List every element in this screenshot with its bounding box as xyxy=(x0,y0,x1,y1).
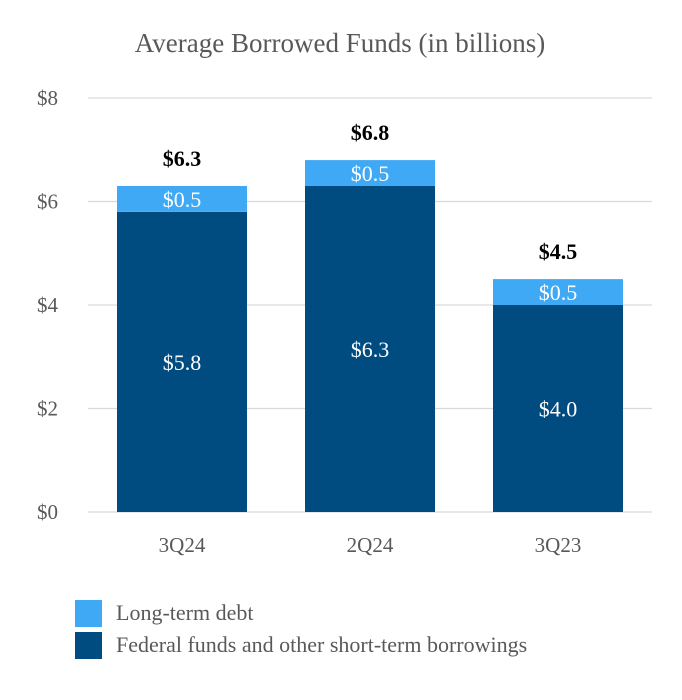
x-tick-label: 3Q23 xyxy=(535,533,582,557)
chart: Average Borrowed Funds (in billions) $0 $… xyxy=(37,28,652,557)
bar-long-term-3q24 xyxy=(117,185,247,212)
data-label-federal: $4.0 xyxy=(539,397,578,422)
bar-long-term-2q24 xyxy=(305,160,435,186)
y-tick-label: $2 xyxy=(37,397,58,421)
total-label: $6.3 xyxy=(163,146,202,171)
data-label-federal: $6.3 xyxy=(351,337,390,362)
data-label-long-term: $0.5 xyxy=(163,187,202,212)
y-tick-label: $6 xyxy=(37,190,58,214)
data-label-federal: $5.8 xyxy=(163,350,202,375)
legend-swatch-long-term-debt xyxy=(75,599,102,627)
legend-swatch-federal-funds xyxy=(75,631,102,659)
y-tick-label: $0 xyxy=(37,500,58,524)
x-tick-label: 3Q24 xyxy=(159,533,206,557)
legend-item-long-term-debt: Long-term debt xyxy=(75,597,527,629)
legend: Long-term debt Federal funds and other s… xyxy=(75,597,527,661)
bar-federal-2q24 xyxy=(305,185,435,512)
legend-item-federal-funds: Federal funds and other short-term borro… xyxy=(75,629,527,661)
legend-label-federal-funds: Federal funds and other short-term borro… xyxy=(116,632,528,657)
bar-federal-3q24 xyxy=(117,211,247,512)
data-label-long-term: $0.5 xyxy=(539,280,578,305)
chart-title: Average Borrowed Funds (in billions) xyxy=(135,28,545,58)
x-tick-label: 2Q24 xyxy=(347,533,394,557)
total-label: $4.5 xyxy=(539,239,578,264)
total-label: $6.8 xyxy=(351,120,390,145)
y-tick-label: $4 xyxy=(37,293,59,317)
bar-federal-3q23 xyxy=(493,305,623,512)
data-label-long-term: $0.5 xyxy=(351,161,390,186)
legend-label-long-term-debt: Long-term debt xyxy=(116,600,254,625)
bar-long-term-3q23 xyxy=(493,279,623,305)
y-tick-label: $8 xyxy=(37,86,58,110)
